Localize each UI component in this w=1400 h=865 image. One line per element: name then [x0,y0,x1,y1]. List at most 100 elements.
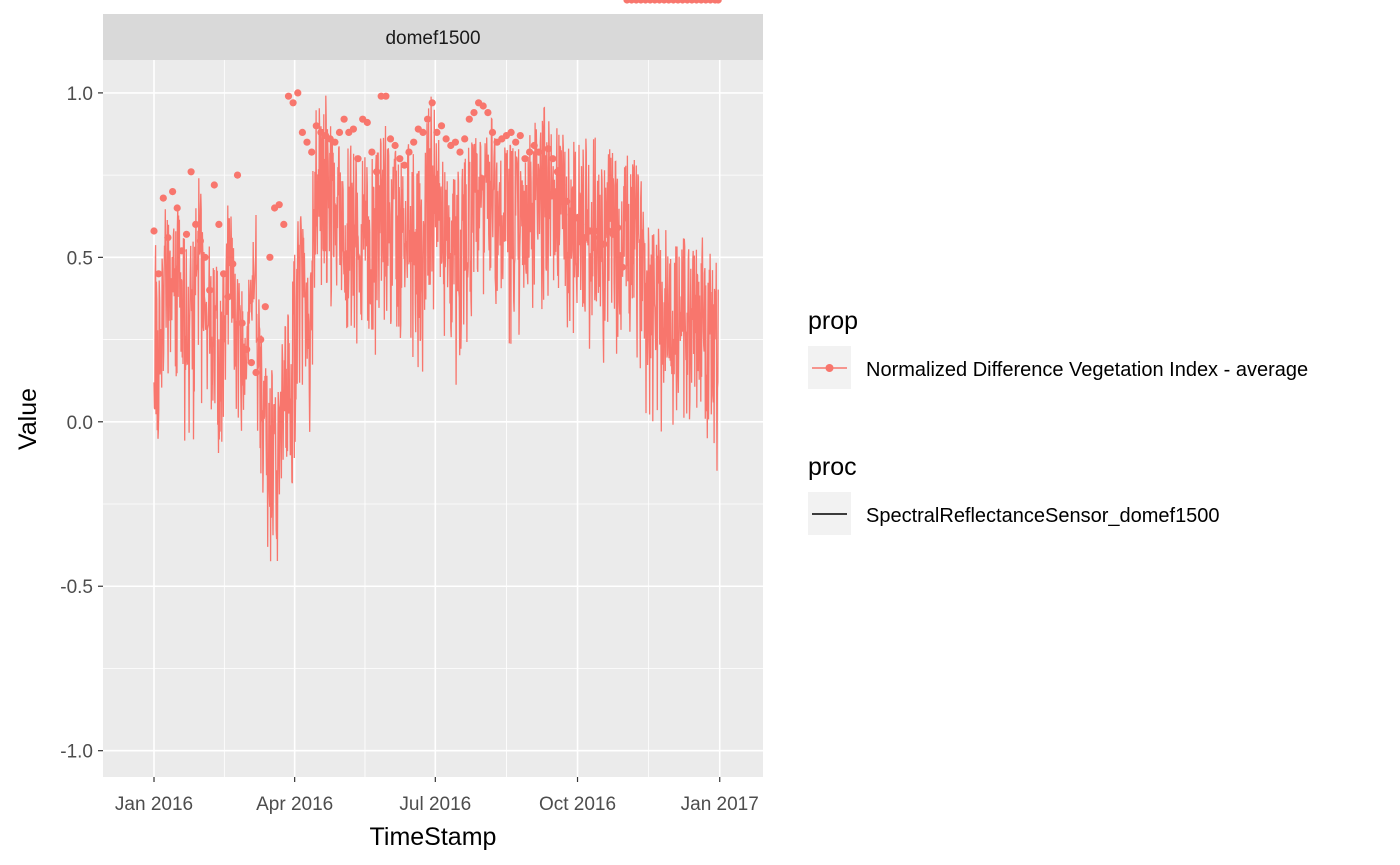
ndvi-data-point [252,368,260,377]
legend-prop: prop Normalized Difference Vegetation In… [808,307,1308,389]
y-axis-title: Value [14,388,42,450]
ndvi-data-point [178,247,186,255]
ndvi-data-point [419,128,427,136]
ndvi-data-point [215,220,223,228]
ndvi-data-point [714,0,722,4]
ndvi-data-point [363,118,371,127]
ndvi-data-point [187,168,195,176]
y-tick-label: 1.0 [67,84,93,105]
ndvi-data-point [164,234,172,242]
ndvi-data-point [238,319,246,327]
ndvi-data-point [303,138,311,146]
legend-proc: proc SpectralReflectanceSensor_domef1500 [808,453,1220,535]
ndvi-data-point [488,128,497,136]
ndvi-data-point [549,155,557,163]
ndvi-data-point [396,155,404,163]
x-tick-label: Jan 2016 [115,794,193,815]
ndvi-data-point [553,168,562,176]
ndvi-data-point [233,171,242,179]
x-tick-label: Apr 2016 [256,794,333,815]
ndvi-data-point [196,237,204,245]
ndvi-data-point [354,155,362,163]
ndvi-data-point [335,128,344,136]
ndvi-data-point [280,220,288,228]
legend-proc-title: proc [808,453,857,481]
x-axis: Jan 2016 Apr 2016 Jul 2016 Oct 2016 Jan 2017 [115,777,759,815]
facet-strip: domef1500 [103,14,763,60]
ndvi-data-point [312,122,320,130]
ndvi-data-point [247,359,255,367]
ndvi-data-point [169,188,177,196]
ndvi-data-point [516,132,524,140]
ndvi-data-point [275,201,283,209]
ndvi-data-point [456,148,464,156]
ndvi-data-point [331,138,339,146]
facet-strip-background [103,14,763,60]
ndvi-data-point [182,230,191,238]
ndvi-data-point [206,286,214,294]
ndvi-data-point [563,197,571,205]
ndvi-data-point [577,220,585,228]
x-tick-label: Jul 2016 [399,794,471,815]
y-tick-label: -1.0 [60,742,93,763]
ndvi-data-point [405,148,413,156]
ndvi-data-point [159,194,167,202]
ndvi-data-point [572,214,580,222]
x-axis-title: TimeStamp [370,823,497,851]
x-tick-label: Jan 2017 [681,794,759,815]
ndvi-data-point [210,181,218,189]
ndvi-data-point [442,135,450,143]
ndvi-data-point [261,303,269,311]
ndvi-data-point [368,148,376,156]
ndvi-data-point [266,253,274,261]
ndvi-data-point [600,240,608,248]
ndvi-data-point [150,227,158,235]
ndvi-data-point [595,234,603,242]
ndvi-data-point [373,168,381,176]
ndvi-data-point [433,128,441,136]
ndvi-data-point [465,115,473,123]
ndvi-data-point [340,115,348,123]
y-axis: 1.0 0.5 0.0 -0.5 -1.0 [60,84,103,763]
ndvi-data-point [428,99,436,107]
ndvi-data-point [192,220,200,228]
x-tick-label: Oct 2016 [539,794,616,815]
ndvi-data-point [539,168,548,176]
ndvi-data-point [173,204,181,212]
ndvi-data-point [507,128,515,136]
series-layer [150,0,722,562]
ndvi-data-point [294,89,302,97]
major-gridlines [103,60,763,777]
y-tick-label: 0.0 [67,413,93,434]
ndvi-data-point [386,135,395,143]
ndvi-data-point [243,345,251,353]
ndvi-data-point [535,148,543,156]
ndvi-data-point [289,99,297,107]
ndvi-data-point [298,128,306,136]
ndvi-data-point [382,92,390,100]
ndvi-data-point [410,138,418,146]
ndvi-data-point [308,148,316,156]
ndvi-data-point [461,135,469,143]
ndvi-data-point [220,270,228,278]
ndvi-data-point [484,109,492,117]
ndvi-data-point [558,181,566,189]
ndvi-data-point [544,145,552,153]
ndvi-data-point [201,253,209,261]
legend-proc-label: SpectralReflectanceSensor_domef1500 [866,505,1220,527]
ndvi-data-point [437,122,446,130]
ndvi-data-point [618,263,626,271]
ndvi-data-point [155,270,163,278]
ndvi-series-line [153,95,719,562]
y-tick-label: -0.5 [60,577,93,598]
ndvi-data-point [391,141,399,150]
ndvi-data-point [609,230,617,238]
legend-prop-key-point [825,364,834,372]
ndvi-data-point [349,125,357,133]
ndvi-data-point [224,293,232,301]
ndvi-data-point [581,234,589,242]
ndvi-data-point [590,227,599,235]
ndvi-data-point [614,224,622,232]
ndvi-data-point [479,102,487,110]
